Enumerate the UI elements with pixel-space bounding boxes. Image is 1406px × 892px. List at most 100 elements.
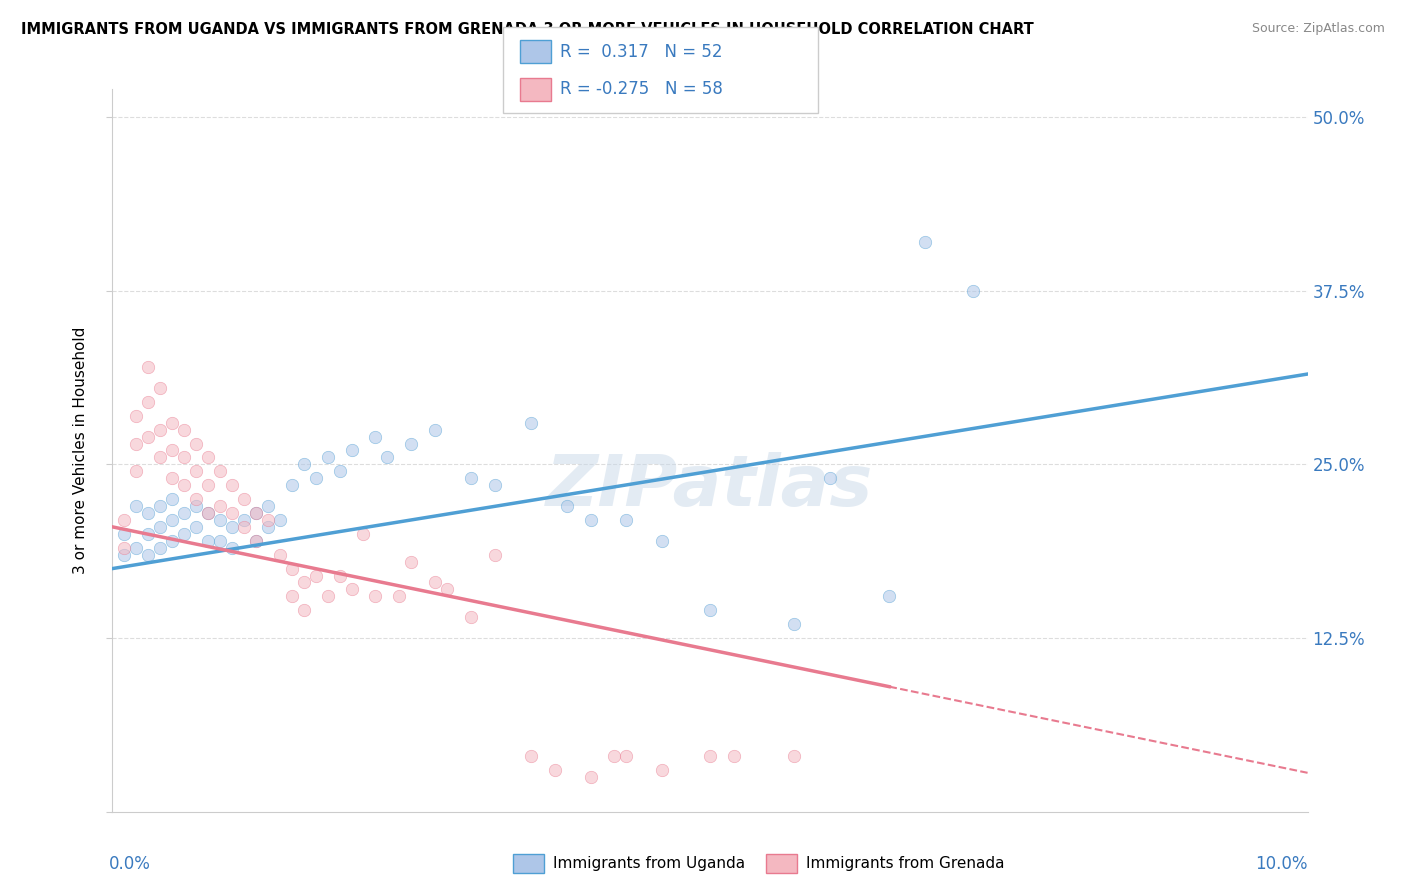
Point <box>484 548 506 562</box>
Point <box>818 471 841 485</box>
Point <box>149 450 172 465</box>
Point <box>879 590 901 604</box>
Point <box>616 749 638 764</box>
Point <box>520 416 543 430</box>
Y-axis label: 3 or more Vehicles in Household: 3 or more Vehicles in Household <box>73 326 89 574</box>
Point <box>162 533 183 548</box>
Point <box>125 499 148 513</box>
Point <box>783 617 806 632</box>
Point <box>138 394 160 409</box>
Point <box>460 610 482 624</box>
Point <box>162 513 183 527</box>
Point <box>162 492 183 507</box>
Point <box>173 506 195 520</box>
Point <box>221 541 243 555</box>
Point <box>114 526 135 541</box>
Point <box>173 478 195 492</box>
Point <box>292 603 315 617</box>
Point <box>173 423 195 437</box>
Point <box>197 506 219 520</box>
Point <box>149 423 172 437</box>
Point <box>209 464 232 478</box>
Point <box>616 513 638 527</box>
Point <box>651 533 673 548</box>
Point <box>316 590 339 604</box>
Point <box>353 526 375 541</box>
Point <box>125 436 148 450</box>
Point <box>245 506 267 520</box>
Point <box>138 506 160 520</box>
Point <box>329 568 352 582</box>
Point <box>723 749 745 764</box>
Point <box>114 513 135 527</box>
Point <box>197 478 219 492</box>
Text: Immigrants from Uganda: Immigrants from Uganda <box>553 856 745 871</box>
Point <box>221 478 243 492</box>
Text: 10.0%: 10.0% <box>1256 855 1308 873</box>
Point <box>138 429 160 443</box>
Point <box>329 464 352 478</box>
Point <box>316 450 339 465</box>
Point <box>209 499 232 513</box>
Point <box>125 409 148 423</box>
Point <box>186 436 208 450</box>
Point <box>138 526 160 541</box>
Text: IMMIGRANTS FROM UGANDA VS IMMIGRANTS FROM GRENADA 3 OR MORE VEHICLES IN HOUSEHOL: IMMIGRANTS FROM UGANDA VS IMMIGRANTS FRO… <box>21 22 1033 37</box>
Point <box>245 506 267 520</box>
Point <box>377 450 399 465</box>
Point <box>555 499 578 513</box>
Point <box>388 590 411 604</box>
Point <box>436 582 458 597</box>
Point <box>125 464 148 478</box>
Point <box>197 506 219 520</box>
Text: R =  0.317   N = 52: R = 0.317 N = 52 <box>560 43 723 61</box>
Point <box>186 499 208 513</box>
Point <box>914 235 936 249</box>
Point <box>425 423 447 437</box>
Point <box>186 464 208 478</box>
Point <box>114 541 135 555</box>
Point <box>305 568 328 582</box>
Point <box>233 520 256 534</box>
Text: ZIPatlas: ZIPatlas <box>547 452 873 521</box>
Point <box>651 763 673 777</box>
Point <box>209 513 232 527</box>
Point <box>149 520 172 534</box>
Point <box>401 555 423 569</box>
Point <box>460 471 482 485</box>
Point <box>520 749 543 764</box>
Point <box>364 429 387 443</box>
Point <box>221 506 243 520</box>
Point <box>269 513 291 527</box>
Point <box>603 749 626 764</box>
Point <box>579 770 602 784</box>
Point <box>699 749 721 764</box>
Point <box>186 520 208 534</box>
Point <box>257 513 280 527</box>
Point <box>364 590 387 604</box>
Point <box>162 471 183 485</box>
Point <box>209 533 232 548</box>
Point <box>292 575 315 590</box>
Point <box>149 499 172 513</box>
Point <box>186 492 208 507</box>
Point <box>425 575 447 590</box>
Point <box>138 360 160 375</box>
Point <box>340 443 363 458</box>
Point <box>281 590 304 604</box>
Point <box>401 436 423 450</box>
Point <box>173 526 195 541</box>
Point <box>699 603 721 617</box>
Point <box>197 533 219 548</box>
Point <box>281 478 304 492</box>
Point <box>340 582 363 597</box>
Point <box>281 561 304 575</box>
Text: Source: ZipAtlas.com: Source: ZipAtlas.com <box>1251 22 1385 36</box>
Point <box>484 478 506 492</box>
Point <box>138 548 160 562</box>
Point <box>173 450 195 465</box>
Point <box>114 548 135 562</box>
Text: Immigrants from Grenada: Immigrants from Grenada <box>806 856 1004 871</box>
Point <box>257 520 280 534</box>
Point <box>162 416 183 430</box>
